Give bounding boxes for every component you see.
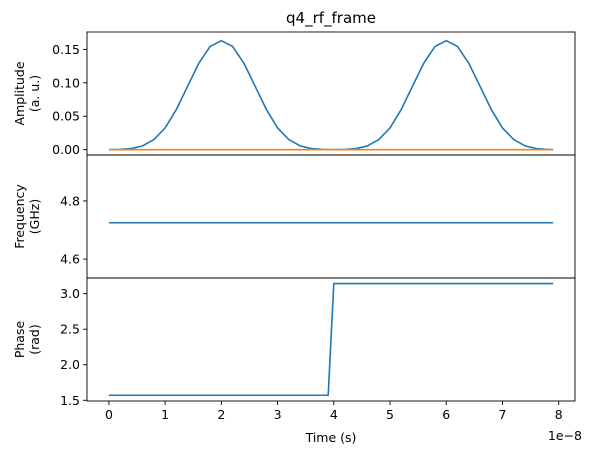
panel-frequency: 4.6 4.8 Frequency(GHz) (12, 154, 576, 279)
phase-y-axis-label-line-1: (rad) (27, 324, 42, 355)
phase-y-tick-label-2: 2.5 (60, 322, 80, 337)
x-tick-label-7: 7 (498, 407, 506, 422)
amplitude-axes-frame (86, 31, 576, 156)
x-tick-label-4: 4 (330, 407, 338, 422)
frequency-y-axis-label: Frequency(GHz) (12, 184, 42, 249)
amplitude-y-tick-label-0: 0.00 (52, 142, 80, 157)
amplitude-y-axis-label-line-0: Amplitude (12, 61, 27, 125)
x-tick-label-1: 1 (161, 407, 169, 422)
amplitude-y-tick-label-2: 0.10 (52, 75, 80, 90)
phase-y-tick-label-3: 3.0 (60, 286, 80, 301)
amplitude-y-axis-label: Amplitude(a. u.) (12, 61, 42, 125)
panel-phase: 1.5 2.0 2.5 3.0 Phase(rad) 0 1 2 3 4 5 6 7 8 (12, 277, 576, 422)
amplitude-y-tick-label-3: 0.15 (52, 42, 80, 57)
x-axis-label: Time (s) (305, 430, 357, 445)
x-tick-label-3: 3 (274, 407, 282, 422)
phase-y-tick-label-1: 2.0 (60, 357, 80, 372)
chart-title: q4_rf_frame (286, 9, 376, 28)
panels-layer: 0.00 0.05 0.10 0.15 Amplitude(a. u.) 4.6 4.8 Fr… (12, 31, 576, 422)
x-tick-label-2: 2 (217, 407, 225, 422)
frequency-y-axis-label-line-0: Frequency (12, 184, 27, 249)
phase-series-0-line (108, 282, 554, 397)
x-tick-label-6: 6 (442, 407, 450, 422)
frequency-y-axis-label-line-1: (GHz) (27, 199, 42, 234)
phase-y-axis-label-line-0: Phase (12, 321, 27, 359)
panel-amplitude: 0.00 0.05 0.10 0.15 Amplitude(a. u.) (12, 31, 576, 157)
amplitude-series-0-line (108, 39, 554, 151)
x-tick-label-5: 5 (386, 407, 394, 422)
frequency-axes-frame (86, 154, 576, 279)
amplitude-y-axis-label-line-1: (a. u.) (27, 75, 42, 112)
x-axis-offset-label: 1e−8 (548, 428, 582, 443)
amplitude-y-tick-label-1: 0.05 (52, 109, 80, 124)
x-tick-label-0: 0 (105, 407, 113, 422)
frequency-y-tick-label-0: 4.6 (60, 252, 80, 267)
phase-axes-frame (86, 277, 576, 402)
frequency-y-tick-label-1: 4.8 (60, 193, 80, 208)
phase-y-tick-label-0: 1.5 (60, 393, 80, 408)
phase-y-axis-label: Phase(rad) (12, 321, 42, 359)
x-tick-label-8: 8 (555, 407, 563, 422)
